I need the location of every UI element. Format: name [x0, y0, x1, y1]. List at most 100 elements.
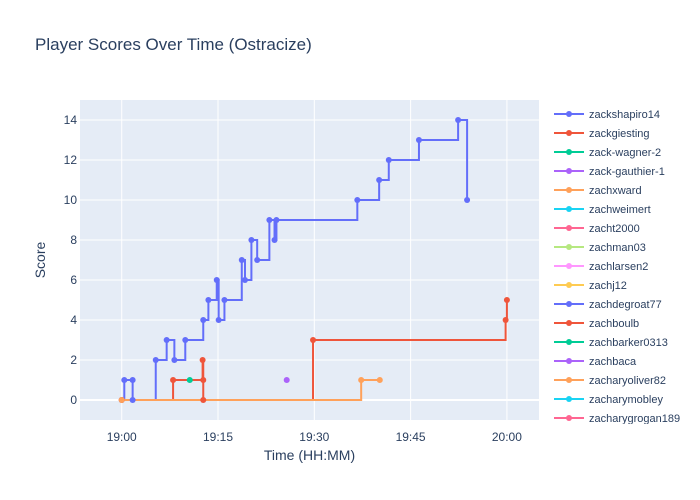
legend-marker [566, 111, 572, 117]
y-tick-label: 2 [70, 353, 77, 367]
data-point-zackshapiro14 [200, 317, 207, 323]
legend-marker [566, 263, 572, 269]
data-point-zackgiesting [502, 317, 509, 323]
data-point-zachxward [376, 377, 383, 383]
legend-marker [566, 149, 572, 155]
legend-label: zackgiesting [589, 128, 650, 140]
legend-marker [566, 282, 572, 288]
legend-item-zackshapiro14: zackshapiro14 [554, 109, 660, 121]
legend-marker [566, 130, 572, 136]
legend-label: zachdegroat77 [589, 299, 662, 311]
legend-item-zacht2000: zacht2000 [554, 223, 640, 235]
data-point-zack-gauthier-1 [283, 377, 290, 383]
data-point-zackshapiro14 [354, 197, 361, 203]
data-point-zachxward [358, 377, 365, 383]
legend-marker [566, 244, 572, 250]
y-tick-label: 6 [70, 273, 77, 287]
data-point-zackgiesting [200, 397, 207, 403]
legend-item-zachdegroat77: zachdegroat77 [554, 299, 662, 311]
legend-marker [566, 415, 572, 421]
chart-title: Player Scores Over Time (Ostracize) [35, 35, 312, 54]
legend-label: zachweimert [589, 204, 651, 216]
legend-marker [566, 339, 572, 345]
legend-label: zack-gauthier-1 [589, 166, 665, 178]
legend-label: zachbaca [589, 356, 637, 368]
legend-label: zachxward [589, 185, 642, 197]
data-point-zackshapiro14 [385, 157, 392, 163]
series-line-zackgiesting [121, 300, 508, 401]
legend-label: zachbarker0313 [589, 337, 668, 349]
data-point-zackshapiro14 [254, 257, 261, 263]
data-point-zackshapiro14 [464, 197, 471, 203]
legend-label: zachlarsen2 [589, 261, 648, 273]
plot-area [80, 100, 539, 420]
legend-item-zacharymobley: zacharymobley [554, 394, 663, 406]
legend-item-zachman03: zachman03 [554, 242, 646, 254]
legend-label: zacharyoliver82 [589, 375, 666, 387]
x-tick-label: 19:00 [107, 430, 137, 444]
y-tick-label: 0 [70, 393, 77, 407]
data-point-zackgiesting [170, 377, 177, 383]
data-point-zackshapiro14 [129, 377, 136, 383]
legend-label: zachboulb [589, 318, 639, 330]
y-tick-label: 10 [64, 193, 78, 207]
legend-item-zachboulb: zachboulb [554, 318, 639, 330]
legend-marker [566, 301, 572, 307]
legend-item-zachxward: zachxward [554, 185, 642, 197]
legend-item-zacharygrogan189: zacharygrogan189 [554, 413, 680, 425]
y-axis-title: Score [32, 242, 48, 279]
legend-label: zacharygrogan189 [589, 413, 680, 425]
data-point-zackshapiro14 [221, 297, 228, 303]
data-point-zackshapiro14 [121, 377, 128, 383]
legend-label: zack-wagner-2 [589, 147, 661, 159]
data-point-zackshapiro14 [248, 237, 255, 243]
data-point-zackshapiro14 [213, 277, 220, 283]
legend-item-zachweimert: zachweimert [554, 204, 651, 216]
x-tick-label: 20:00 [492, 430, 522, 444]
legend: zackshapiro14 zackgiesting zack-wagner-2 za… [554, 109, 680, 425]
legend-marker [566, 358, 572, 364]
legend-label: zachman03 [589, 242, 646, 254]
legend-label: zacharymobley [589, 394, 663, 406]
legend-marker [566, 377, 572, 383]
data-point-zackshapiro14 [241, 277, 248, 283]
y-tick-label: 14 [64, 113, 78, 127]
data-point-zackshapiro14 [163, 337, 170, 343]
x-tick-label: 19:45 [396, 430, 426, 444]
legend-item-zachj12: zachj12 [554, 280, 627, 292]
legend-label: zacht2000 [589, 223, 640, 235]
data-point-zack-wagner-2 [186, 377, 193, 383]
legend-marker [566, 206, 572, 212]
data-point-zackshapiro14 [182, 337, 189, 343]
data-point-zackgiesting [310, 337, 317, 343]
data-point-zackshapiro14 [273, 217, 280, 223]
data-point-zackgiesting [503, 297, 510, 303]
data-point-zackshapiro14 [215, 317, 222, 323]
legend-item-zackgiesting: zackgiesting [554, 128, 650, 140]
legend-item-zack-wagner-2: zack-wagner-2 [554, 147, 661, 159]
data-point-zackshapiro14 [238, 257, 245, 263]
series-line-zachxward [121, 379, 380, 401]
legend-marker [566, 225, 572, 231]
data-point-zachxward [118, 397, 125, 403]
legend-item-zacharyoliver82: zacharyoliver82 [554, 375, 666, 387]
y-tick-label: 4 [70, 313, 77, 327]
data-point-zackgiesting [200, 377, 207, 383]
y-tick-label: 8 [70, 233, 77, 247]
legend-label: zachj12 [589, 280, 627, 292]
data-point-zackshapiro14 [152, 357, 159, 363]
x-tick-label: 19:30 [299, 430, 329, 444]
x-axis-title: Time (HH:MM) [264, 447, 355, 463]
y-tick-label: 12 [64, 153, 78, 167]
legend-item-zachbarker0313: zachbarker0313 [554, 337, 668, 349]
data-point-zackshapiro14 [271, 237, 278, 243]
legend-marker [566, 187, 572, 193]
data-point-zackshapiro14 [376, 177, 383, 183]
data-point-zackgiesting [199, 357, 206, 363]
data-point-zackshapiro14 [129, 397, 136, 403]
legend-item-zachbaca: zachbaca [554, 356, 637, 368]
data-point-zackshapiro14 [455, 117, 462, 123]
legend-label: zackshapiro14 [589, 109, 660, 121]
legend-marker [566, 168, 572, 174]
